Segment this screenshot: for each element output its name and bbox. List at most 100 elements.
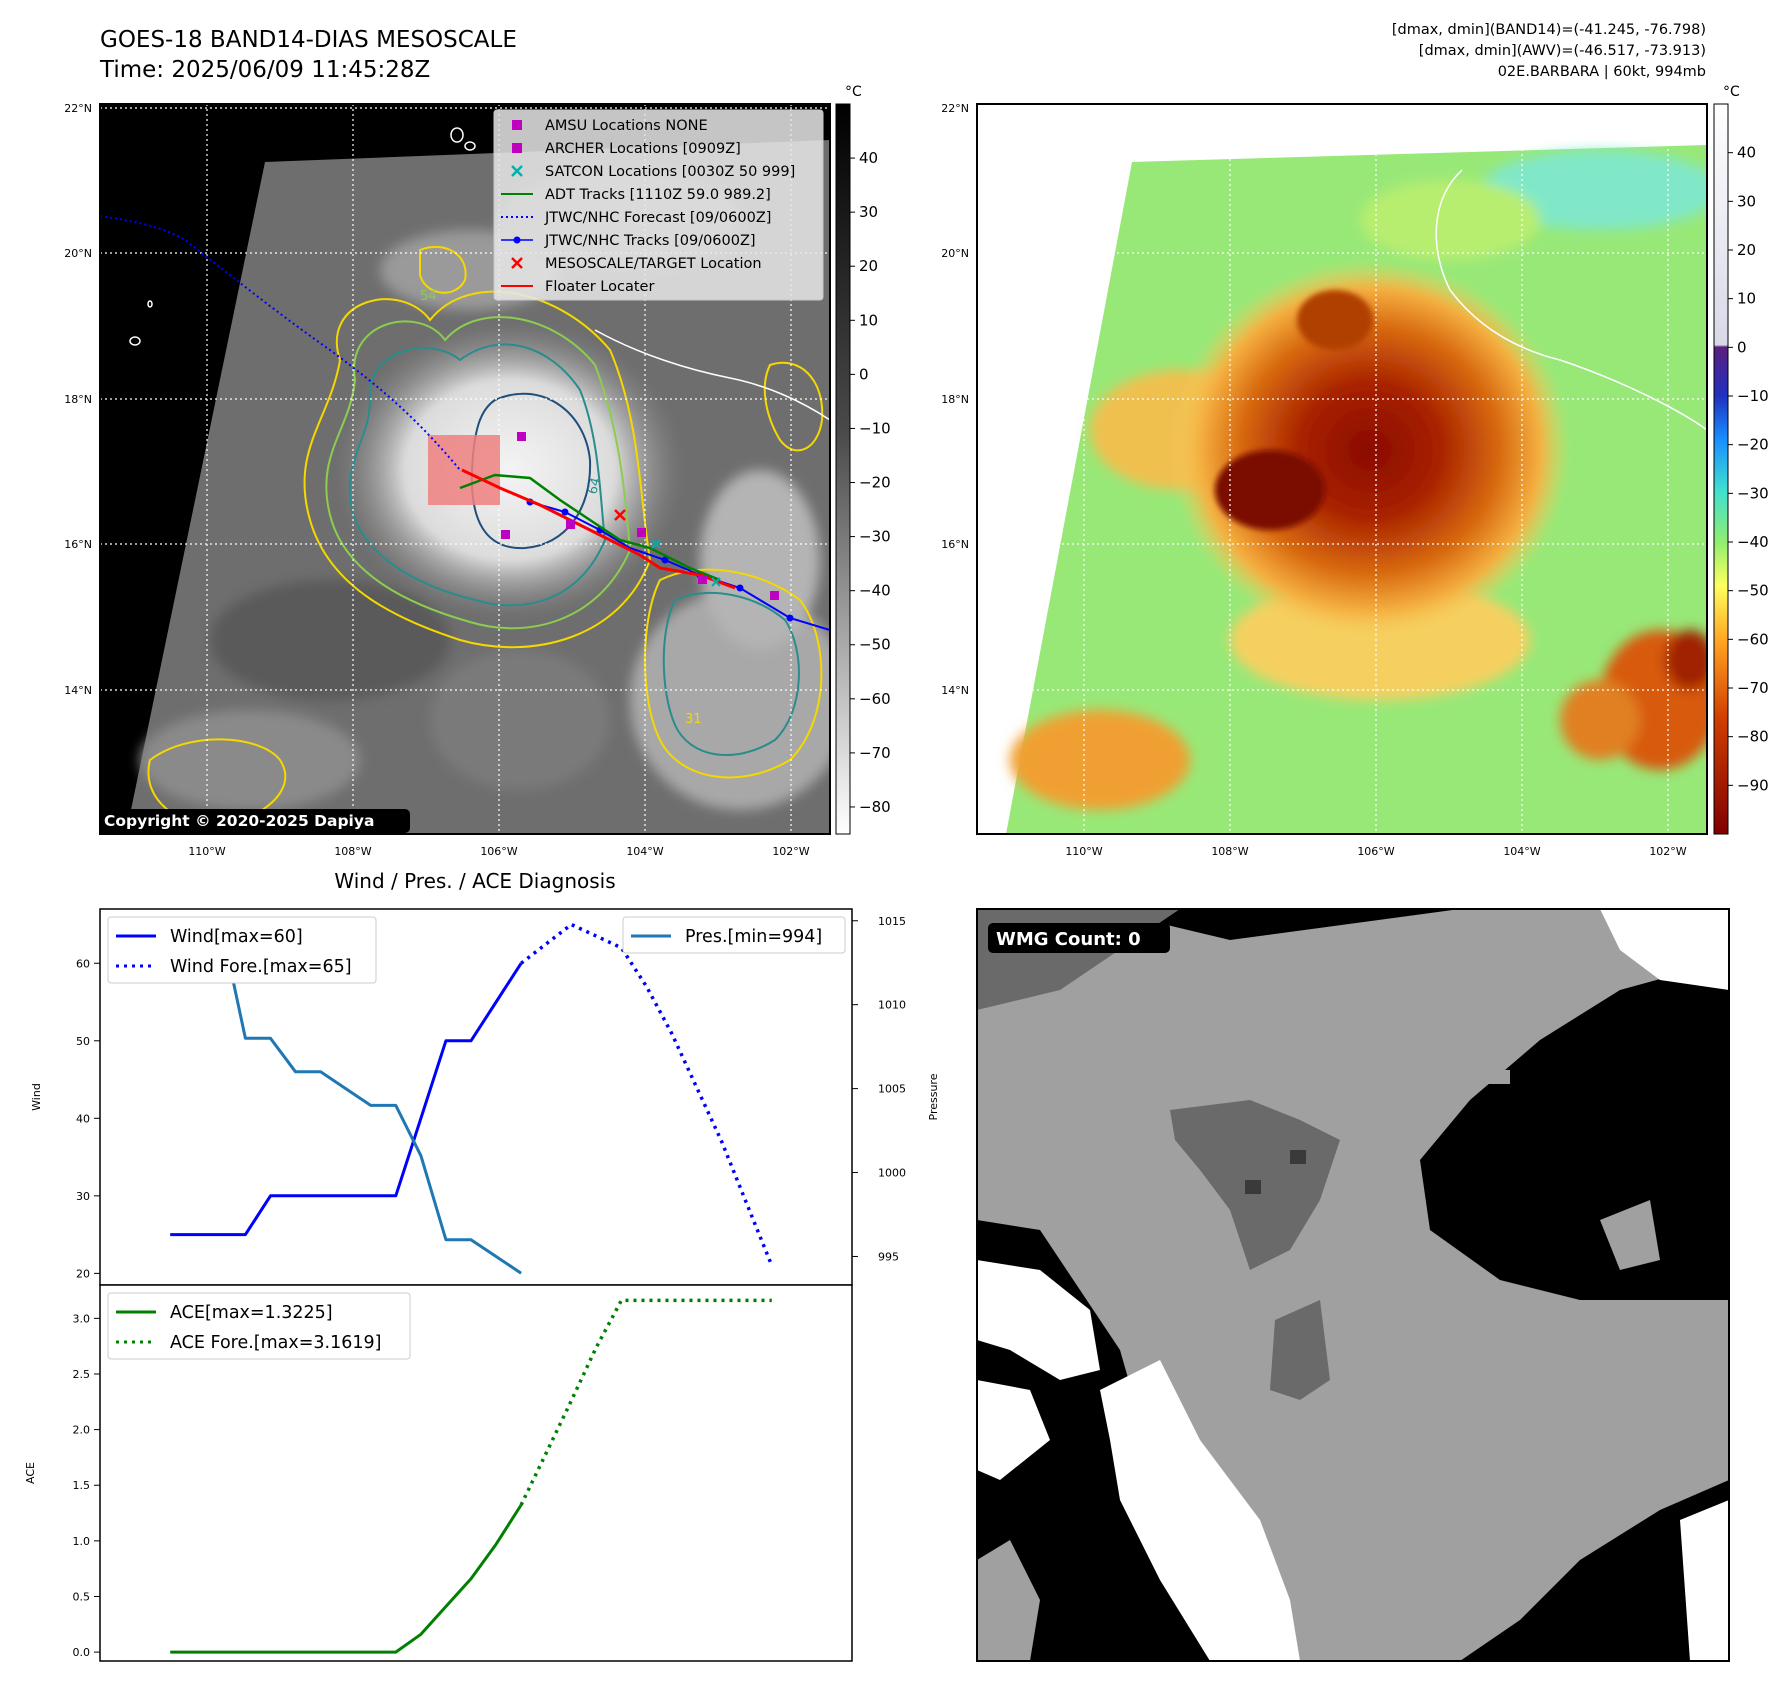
ace-chart-series-line bbox=[519, 1298, 772, 1506]
wind-forecast-legend-label: Wind Fore.[max=65] bbox=[170, 957, 352, 977]
awv-colorbar-scale bbox=[1713, 103, 1729, 835]
awv-colorbar-tick-label: 30 bbox=[1737, 192, 1756, 210]
ace-tick-label: 2.0 bbox=[73, 1424, 91, 1437]
title-line-1: GOES-18 BAND14-DIAS MESOSCALE bbox=[100, 27, 517, 53]
wind-legend-box bbox=[107, 916, 377, 984]
ace-tick-label: 2.5 bbox=[73, 1368, 91, 1381]
copyright-text: Copyright © 2020-2025 Dapiya bbox=[104, 812, 374, 830]
ir-lat-label: 16°N bbox=[64, 538, 92, 551]
awv-lon-label: 110°W bbox=[1065, 845, 1102, 858]
ace-legend: ACE[max=1.3225] ACE Fore.[max=3.1619] bbox=[107, 1292, 411, 1360]
ace-tick-label: 1.0 bbox=[73, 1535, 91, 1548]
satcon-location-markers bbox=[651, 539, 721, 587]
archer-location-markers bbox=[501, 432, 779, 600]
ir-legend-label: ARCHER Locations [0909Z] bbox=[545, 141, 741, 157]
ir-legend-label: SATCON Locations [0030Z 50 999] bbox=[545, 164, 795, 180]
awv-colorbar-tick-label: −10 bbox=[1737, 387, 1769, 405]
awv-map-frame bbox=[976, 103, 1708, 835]
awv-colorbar-tick-label: −60 bbox=[1737, 630, 1769, 648]
ace-chart: ACE 0.0 0.5 1.0 1.5 2.0 2.5 3.0 ACE[max=1.3225… bbox=[24, 1284, 853, 1662]
floater-locater-track bbox=[461, 468, 736, 590]
awv-colorbar-tick-label: 0 bbox=[1737, 338, 1747, 356]
wmg-frame bbox=[976, 908, 1730, 1662]
ir-lat-label: 22°N bbox=[64, 102, 92, 115]
ir-lat-label: 20°N bbox=[64, 247, 92, 260]
legend-marker-square bbox=[512, 143, 522, 153]
ir-lon-label: 106°W bbox=[480, 845, 517, 858]
awv-lat-label: 16°N bbox=[941, 538, 969, 551]
awv-colorbar-tick-label: −50 bbox=[1737, 582, 1769, 600]
awv-lat-label: 14°N bbox=[941, 684, 969, 697]
awv-lon-label: 102°W bbox=[1649, 845, 1686, 858]
wmg-white-patch bbox=[977, 1260, 1100, 1380]
awv-lon-labels: 110°W 108°W 106°W 104°W 102°W bbox=[1065, 845, 1686, 858]
awv-lat-label: 20°N bbox=[941, 247, 969, 260]
ir-legend-label: JTWC/NHC Forecast [09/0600Z] bbox=[544, 210, 771, 226]
pressure-legend: Pres.[min=994] bbox=[622, 916, 846, 954]
ir-lat-labels: 22°N 20°N 18°N 16°N 14°N bbox=[64, 102, 92, 697]
awv-lat-labels: 22°N 20°N 18°N 16°N 14°N bbox=[941, 102, 969, 697]
ir-colorbar-tick-label: −50 bbox=[859, 636, 891, 654]
awv-central-dense-overcast bbox=[1170, 260, 1570, 640]
ir-colorbar-tick-label: −20 bbox=[859, 474, 891, 492]
ir-lon-label: 104°W bbox=[626, 845, 663, 858]
wmg-count-badge bbox=[988, 923, 1170, 953]
ir-colorbar-tick-label: 0 bbox=[859, 365, 869, 383]
ir-colorbar-unit: °C bbox=[845, 84, 862, 100]
ace-tick-label: 3.0 bbox=[73, 1312, 91, 1325]
contour-label-64: 64 bbox=[585, 476, 604, 496]
ir-legend-label: Floater Locater bbox=[545, 279, 654, 295]
ace-legend-label: ACE[max=1.3225] bbox=[170, 1303, 333, 1323]
ir-lat-label: 18°N bbox=[64, 393, 92, 406]
wind-tick-label: 50 bbox=[76, 1035, 90, 1048]
wmg-pixel bbox=[1290, 1150, 1306, 1164]
awv-lon-label: 108°W bbox=[1211, 845, 1248, 858]
wmg-white-patch bbox=[1680, 1500, 1729, 1661]
awv-colorbar-tick-label: −40 bbox=[1737, 533, 1769, 551]
ir-lon-labels: 110°W 108°W 106°W 104°W 102°W bbox=[188, 845, 809, 858]
wind-chart-title: Wind / Pres. / ACE Diagnosis bbox=[334, 869, 615, 893]
wmg-darkgray-band bbox=[1270, 1300, 1330, 1400]
ace-legend-box bbox=[107, 1292, 411, 1360]
legend-marker-x bbox=[511, 257, 523, 269]
ir-legend-label: ADT Tracks [1110Z 59.0 989.2] bbox=[545, 187, 771, 203]
ir-islands bbox=[129, 127, 476, 346]
jtwc-forecast-track bbox=[100, 215, 461, 471]
wmg-count-text: WMG Count: 0 bbox=[996, 929, 1141, 950]
wmg-white-patch bbox=[1100, 1360, 1300, 1661]
ir-colorbar-tick-label: 30 bbox=[859, 203, 878, 221]
title-line-2: Time: 2025/06/09 11:45:28Z bbox=[100, 57, 431, 83]
ir-colorbar-tick-label: 10 bbox=[859, 311, 878, 329]
awv-colorbar-tick-label: 20 bbox=[1737, 241, 1756, 259]
wind-tick-label: 60 bbox=[76, 957, 90, 970]
awv-colorbar: °C 40 30 20 10 0 −10 −20 −30 −40 −50 −60 −70 −80 −90 bbox=[1713, 84, 1769, 835]
awv-cold-core bbox=[1215, 450, 1325, 530]
pressure-tick-label: 1015 bbox=[878, 915, 906, 928]
wind-chart-series-line bbox=[170, 962, 523, 1237]
ir-colorbar-scale bbox=[835, 103, 851, 835]
ace-forecast-legend-label: ACE Fore.[max=3.1619] bbox=[170, 1333, 381, 1353]
pressure-axis-label: Pressure bbox=[927, 1073, 940, 1120]
ir-legend-label: JTWC/NHC Tracks [09/0600Z] bbox=[544, 233, 756, 249]
ir-map-frame bbox=[99, 103, 831, 835]
pressure-legend-box bbox=[622, 916, 846, 954]
wmg-gray-patch bbox=[1470, 1070, 1510, 1084]
wmg-panel: WMG Count: 0 bbox=[976, 908, 1730, 1662]
awv-map-panel: 22°N 20°N 18°N 16°N 14°N 110°W 108°W 106… bbox=[941, 102, 1708, 858]
ir-coastline bbox=[594, 329, 830, 421]
ir-lon-label: 108°W bbox=[334, 845, 371, 858]
ace-tick-label: 0.0 bbox=[73, 1646, 91, 1659]
contour-label-31: 31 bbox=[685, 712, 702, 727]
ir-colorbar-tick-label: −60 bbox=[859, 690, 891, 708]
legend-marker-square bbox=[512, 120, 522, 130]
ir-colorbar-tick-label: 20 bbox=[859, 257, 878, 275]
pressure-tick-label: 995 bbox=[878, 1250, 899, 1263]
ir-lon-label: 110°W bbox=[188, 845, 225, 858]
wind-axis-label: Wind bbox=[30, 1083, 43, 1111]
ace-tick-label: 1.5 bbox=[73, 1479, 91, 1492]
ir-colorbar: °C 40 30 20 10 0 −10 −20 −30 −40 −50 −60 −70 −80 bbox=[835, 84, 891, 835]
ir-map-panel: AMSU Locations NONE ARCHER Locations [090… bbox=[64, 102, 831, 858]
wind-pressure-chart: Wind / Pres. / ACE Diagnosis Wind Pressu… bbox=[30, 869, 940, 1286]
awv-colorbar-tick-label: −80 bbox=[1737, 728, 1769, 746]
ir-legend-label: AMSU Locations NONE bbox=[545, 118, 708, 134]
